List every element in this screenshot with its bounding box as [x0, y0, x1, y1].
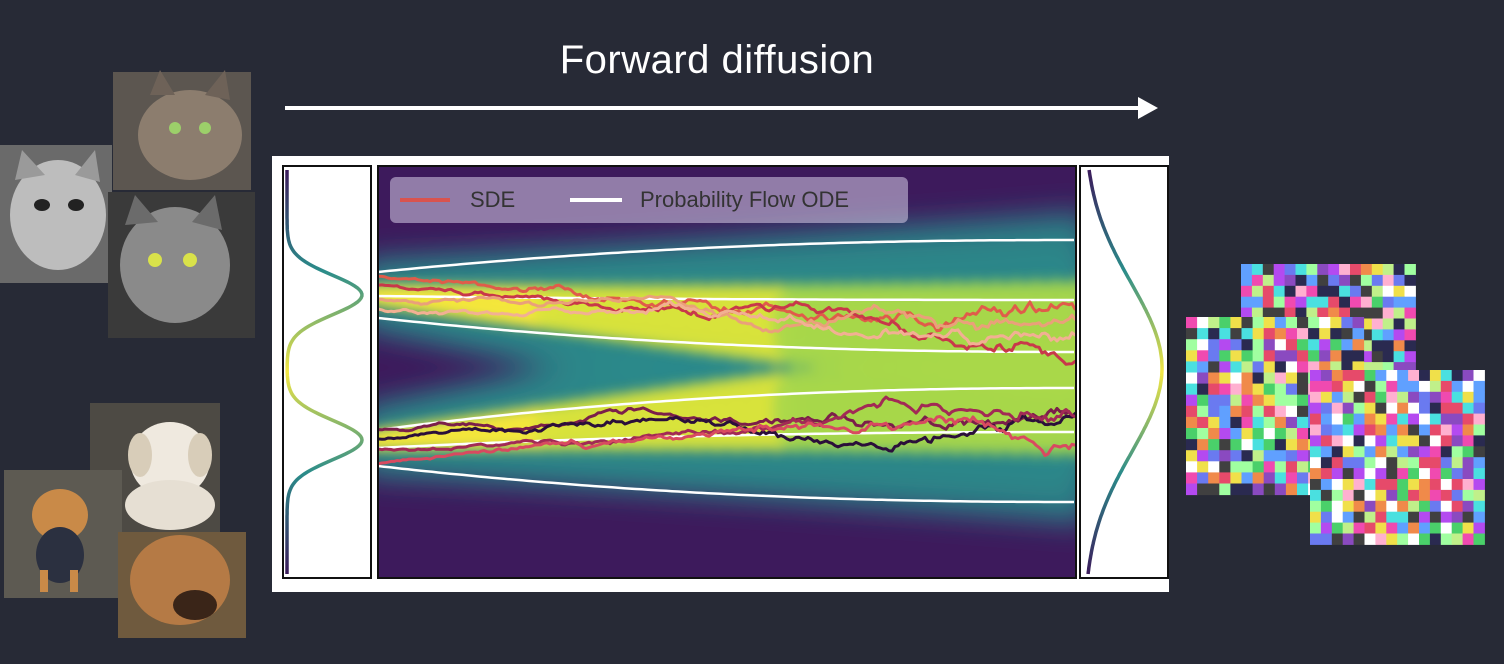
cat-photos: [0, 70, 255, 338]
cat-photo-1: [113, 70, 251, 190]
initial-distribution-panel: [282, 165, 372, 579]
legend: SDE Probability Flow ODE: [390, 177, 908, 223]
cat-photo-2: [0, 145, 112, 283]
sde-trajectory: [378, 299, 1076, 346]
sde-trajectory: [378, 395, 1076, 452]
cat-photo-3: [108, 192, 255, 338]
dog-photo-2: [4, 470, 122, 598]
forward-arrow: [285, 97, 1158, 119]
ode-trajectory: [378, 386, 1074, 432]
ode-trajectory: [378, 238, 1074, 274]
ode-trajectory: [378, 430, 1074, 450]
sde-trajectory: [378, 294, 1076, 334]
diffusion-plot: SDE Probability Flow ODE: [272, 156, 1169, 592]
final-density-curve: [1086, 169, 1164, 575]
dog-photos: [4, 403, 246, 638]
legend-ode-label: Probability Flow ODE: [640, 187, 849, 212]
sde-trajectory: [378, 410, 1076, 453]
legend-sde-label: SDE: [470, 187, 515, 212]
final-distribution-panel: [1079, 165, 1169, 579]
slide-title: Forward diffusion: [559, 38, 875, 82]
ode-trajectory: [378, 316, 1074, 354]
sde-trajectory: [378, 415, 1076, 466]
noise-image-3: [1310, 370, 1485, 545]
dog-photo-3: [118, 532, 246, 638]
ode-trajectory: [378, 464, 1074, 504]
initial-density-curve: [285, 170, 364, 574]
noise-images: [1186, 264, 1485, 545]
